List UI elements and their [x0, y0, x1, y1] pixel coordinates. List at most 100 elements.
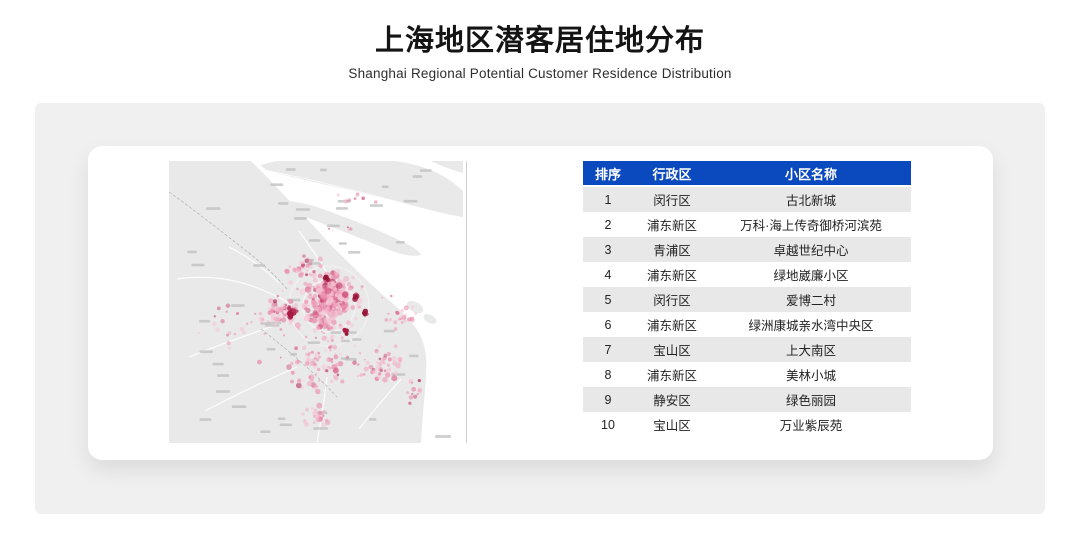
customer-dot: [279, 356, 282, 359]
customer-dot: [308, 318, 311, 321]
customer-dot: [393, 344, 398, 348]
customer-dot: [332, 286, 338, 292]
customer-dot: [317, 367, 321, 372]
table-cell: 6: [583, 312, 633, 337]
customer-dot: [306, 353, 311, 357]
customer-dot: [379, 369, 383, 373]
customer-dot: [327, 327, 331, 331]
customer-dot: [280, 304, 286, 310]
customer-dot: [410, 305, 415, 309]
customer-dot: [301, 272, 305, 276]
customer-dot: [330, 299, 335, 304]
customer-dot: [312, 285, 316, 289]
customer-dot: [312, 270, 316, 274]
customer-dot: [336, 306, 343, 313]
customer-dot: [236, 312, 239, 315]
table-cell: 5: [583, 287, 633, 312]
page-title: 上海地区潜客居住地分布: [374, 25, 705, 57]
map-table-divider: [466, 161, 467, 443]
customer-dot: [319, 302, 324, 306]
customer-dot: [328, 345, 332, 349]
map-place-label: [277, 417, 286, 421]
table-cell: 卓越世纪中心: [711, 237, 911, 262]
customer-dot: [382, 361, 386, 365]
customer-dot: [288, 321, 293, 325]
map-place-label: [419, 169, 432, 172]
customer-dot: [279, 328, 283, 331]
customer-dot: [340, 379, 345, 384]
customer-dot: [411, 392, 414, 395]
customer-dot: [398, 360, 402, 364]
customer-dot: [296, 359, 300, 363]
customer-dot: [384, 318, 389, 322]
customer-dot: [346, 320, 351, 325]
customer-dot: [308, 259, 313, 264]
customer-dot: [362, 310, 367, 316]
customer-dot: [391, 372, 395, 376]
map-place-label: [290, 352, 298, 356]
table-row: 6 浦东新区 绿洲康城亲水湾中央区: [583, 312, 911, 337]
customer-dot: [343, 199, 347, 203]
customer-dot: [286, 364, 292, 370]
customer-dot: [326, 339, 330, 343]
customer-dot: [297, 326, 301, 331]
table-cell: 闵行区: [633, 287, 711, 312]
customer-dot: [296, 287, 299, 291]
map-place-label: [260, 430, 271, 433]
customer-dot: [301, 412, 305, 416]
customer-dot: [356, 374, 360, 378]
customer-dot: [331, 316, 336, 321]
customer-dot: [358, 352, 362, 355]
customer-dot: [411, 386, 417, 392]
customer-dot: [390, 294, 393, 298]
map-place-label: [341, 339, 350, 343]
customer-dot: [349, 323, 354, 328]
customer-dot: [311, 300, 318, 308]
customer-dot: [344, 298, 349, 303]
customer-dot: [331, 307, 335, 311]
customer-dot: [411, 320, 415, 323]
customer-dot: [269, 320, 273, 324]
map-place-label: [330, 331, 342, 334]
customer-dot: [259, 316, 265, 323]
table-cell: 9: [583, 387, 633, 412]
customer-dot: [395, 363, 401, 369]
customer-dot: [404, 313, 408, 316]
customer-dot: [315, 372, 318, 376]
table-header-cell: 小区名称: [711, 161, 911, 187]
customer-dot: [308, 273, 312, 276]
customer-dot: [304, 300, 309, 305]
map-place-label: [199, 418, 212, 421]
customer-dot: [233, 332, 237, 336]
customer-dot: [391, 356, 397, 362]
customer-dot: [339, 300, 343, 304]
customer-dot: [407, 317, 412, 322]
customer-dot: [324, 349, 327, 352]
customer-dot: [358, 305, 361, 309]
table-row: 3 青浦区 卓越世纪中心: [583, 237, 911, 262]
customer-dot: [318, 320, 322, 324]
table-header-row: 排序 行政区 小区名称: [583, 161, 911, 187]
map-place-label: [307, 258, 314, 262]
customer-dot: [336, 373, 340, 377]
customer-dot: [334, 293, 339, 298]
customer-dot: [313, 384, 319, 389]
customer-dot: [293, 303, 299, 309]
customer-dot: [386, 352, 391, 356]
customer-dot: [320, 330, 323, 333]
customer-dot: [400, 321, 404, 324]
map-place-label: [326, 224, 340, 228]
map-place-label: [307, 341, 321, 344]
customer-dot: [340, 336, 344, 340]
map-attribution-mark: [435, 435, 451, 438]
customer-dot: [327, 227, 331, 230]
map-place-label: [403, 199, 418, 203]
customer-dot: [329, 291, 335, 297]
customer-dot: [303, 314, 311, 322]
customer-dot: [311, 316, 318, 324]
customer-dot: [393, 320, 398, 325]
table-row: 8 浦东新区 美林小城: [583, 362, 911, 387]
customer-dot: [330, 360, 334, 364]
customer-dot: [332, 344, 338, 350]
customer-dot: [362, 373, 366, 376]
